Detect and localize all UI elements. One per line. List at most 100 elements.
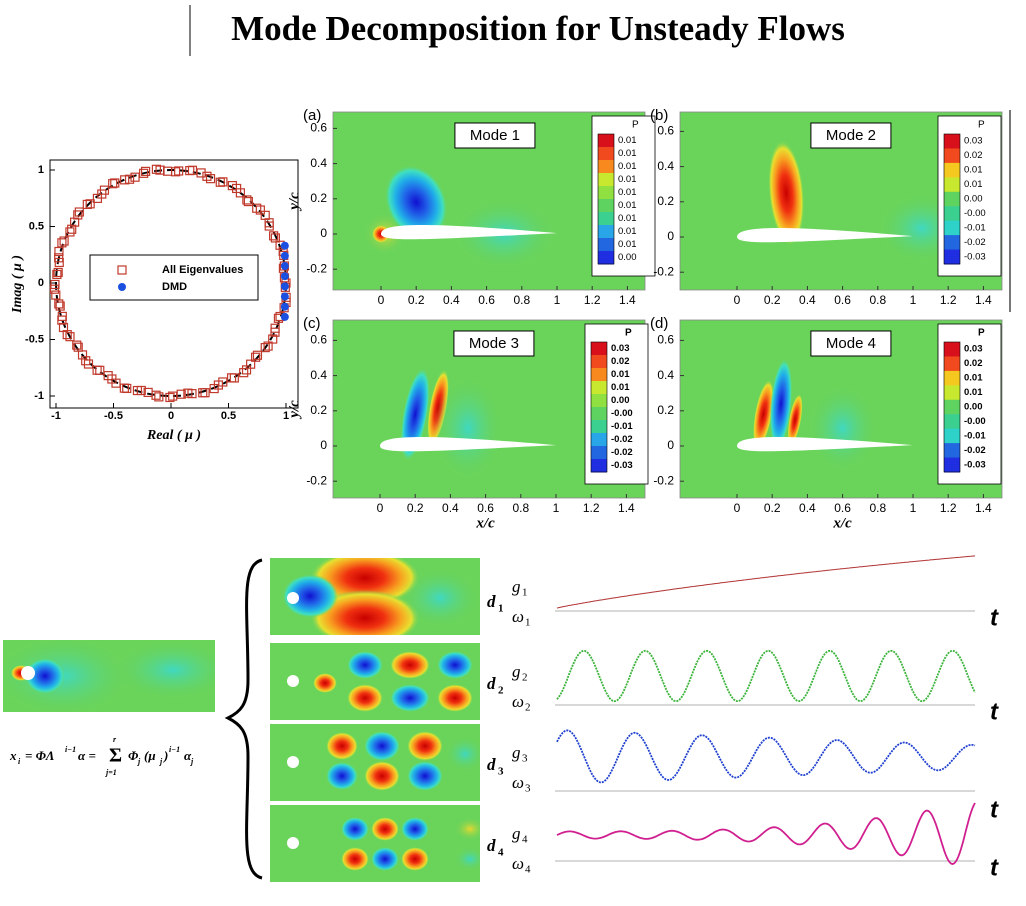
- eigenvalue: [57, 238, 67, 248]
- x-tick-label: 1: [283, 410, 289, 422]
- colorbar-label: 0.00: [964, 194, 983, 205]
- eigenvalue: [53, 267, 63, 278]
- eigenvalue: [200, 388, 210, 398]
- contour-blob: [752, 379, 775, 450]
- colorbar-swatch: [591, 355, 607, 369]
- brace: [224, 558, 263, 880]
- flow-blob: [371, 847, 399, 871]
- y-tick-label: 0.6: [657, 124, 674, 138]
- flow-blob: [407, 731, 443, 761]
- mode-label: d: [487, 836, 496, 855]
- formula-part: Σ: [109, 745, 122, 767]
- panel-tag: (a): [303, 107, 321, 124]
- y-tick-label: 0.2: [657, 194, 674, 208]
- y-tick-label: 0.6: [657, 333, 674, 347]
- colorbar-title: P: [978, 328, 985, 339]
- colorbar-label: -0.00: [964, 208, 986, 219]
- flow-blob: [454, 847, 480, 871]
- colorbar-outline: [590, 341, 608, 473]
- flow-blob: [25, 658, 65, 694]
- colorbar-label: 0.00: [618, 252, 637, 263]
- colorbar-label: -0.02: [611, 447, 633, 458]
- mode-label-index: 1: [498, 603, 504, 615]
- time-signal: [556, 555, 976, 609]
- x-tick-label: 1: [910, 501, 917, 515]
- cylinder: [287, 675, 299, 687]
- x-tick-label: 0.8: [513, 293, 530, 307]
- colorbar-swatch: [591, 368, 607, 382]
- colorbar-label: 0.01: [964, 373, 983, 384]
- eigenvalue: [70, 217, 80, 227]
- mode-box: [454, 122, 536, 149]
- colorbar-label: 0.01: [964, 165, 983, 176]
- cylinder: [287, 837, 299, 849]
- contour-blob: [768, 140, 805, 246]
- eigenvalue: [185, 166, 195, 176]
- legend-swatch: [118, 283, 126, 291]
- colorbar-swatch: [598, 251, 614, 265]
- eigenvalue: [218, 377, 228, 387]
- decomposition: d 1g 1ω 1 td 2g 2ω 2 td 3g 3ω 3td 4g 4ω 4 t: [3, 555, 999, 882]
- x-tick-label: 1.2: [940, 293, 957, 307]
- eigenvalue: [260, 343, 270, 353]
- colorbar-label: 0.01: [618, 187, 637, 198]
- eigenvalue: [165, 392, 175, 403]
- eigenvalue: [136, 385, 146, 396]
- colorbar-swatch: [944, 356, 960, 372]
- cylinder: [287, 756, 299, 768]
- eigenvalue: [77, 350, 88, 360]
- eigenvalue: [268, 334, 278, 344]
- colorbar-label: 0.01: [618, 174, 637, 185]
- cylinder: [287, 592, 299, 604]
- eigenvalue: [263, 341, 273, 351]
- colorbar-label: 0.01: [618, 200, 637, 211]
- x-tick-label: 1: [554, 293, 561, 307]
- mode-name: Mode 1: [470, 127, 520, 144]
- eigenvalue: [111, 378, 121, 388]
- eigenvalue: [243, 196, 253, 207]
- formula-part: j: [158, 757, 163, 766]
- colorbar-swatch: [591, 381, 607, 395]
- colorbar-swatch: [598, 199, 614, 213]
- x-tick-label: 1.4: [975, 293, 992, 307]
- formula-part: i−1: [65, 745, 76, 754]
- flow-blob: [407, 761, 443, 791]
- y-tick-label: 0.2: [310, 191, 327, 205]
- eigenvalue: [251, 352, 261, 362]
- eigenvalue: [74, 207, 84, 217]
- colorbar-label: -0.01: [964, 430, 986, 441]
- colorbar-swatch: [598, 238, 614, 252]
- flow-blob: [401, 817, 429, 841]
- flow-blob: [341, 817, 369, 841]
- colorbar-swatch: [598, 173, 614, 187]
- mode-panels: 0 0.2 0.4 0.6 0.8 1 1.2 1.4 0.6 0.4 0.2 0 -0.2 y/c (a)…: [286, 107, 1011, 531]
- mode-label-index: 2: [498, 685, 504, 697]
- colorbar-swatch: [944, 206, 960, 222]
- y-tick-label: 0: [320, 438, 327, 452]
- eigenvalue: [108, 179, 118, 189]
- eigenvalue: [55, 301, 65, 311]
- y-axis-label: y/c: [286, 192, 302, 212]
- eigenvalue: [130, 172, 140, 182]
- flow-blob: [401, 847, 429, 871]
- colorbar-label: -0.03: [611, 460, 633, 471]
- colorbar-outline: [943, 341, 961, 473]
- flow-field: [270, 724, 480, 801]
- x-tick-label: 0.6: [477, 501, 494, 515]
- eigenvalue: [54, 246, 64, 257]
- flow-blob: [113, 640, 215, 700]
- eigenvalue: [122, 383, 132, 394]
- y-axis-label: Imag ( μ ): [10, 255, 25, 314]
- flow-blob: [437, 684, 473, 712]
- eigenvalue: [252, 203, 262, 213]
- colorbar-swatch: [944, 399, 960, 415]
- colorbar-swatch: [944, 342, 960, 357]
- eigenvalue: [62, 330, 72, 340]
- eigenvalue: [83, 359, 94, 369]
- eigenvalue: [65, 332, 75, 342]
- contour-blob: [384, 165, 448, 240]
- colorbar-label: -0.00: [611, 408, 633, 419]
- formula-part: i: [18, 757, 21, 766]
- colorbar-swatch: [944, 428, 960, 444]
